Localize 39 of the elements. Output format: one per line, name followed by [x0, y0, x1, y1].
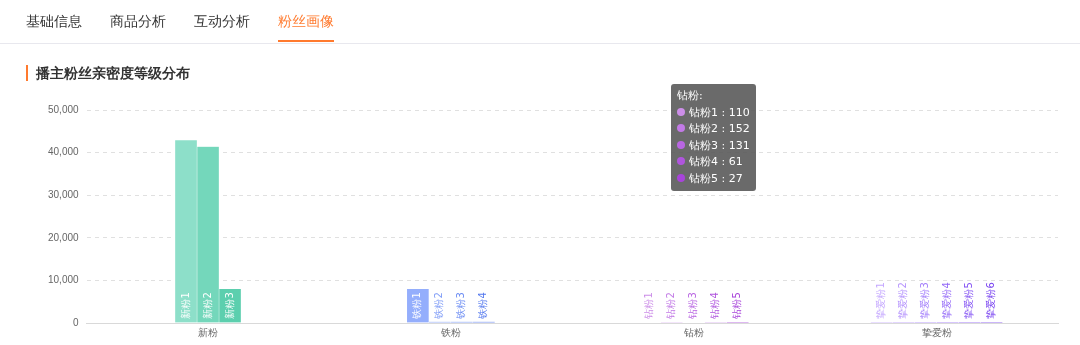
- x-tick-label: 钻粉: [682, 326, 704, 338]
- text: 挚爱粉4: [941, 282, 953, 319]
- annotation: 钻粉3 : 131: [688, 137, 750, 154]
- annotation: 钻粉4 : 61: [688, 154, 744, 170]
- series-label: 铁粉1: [411, 292, 423, 320]
- text: 挚爱粉6: [985, 282, 997, 319]
- text: 挚爱粉5: [963, 282, 975, 319]
- y-tick-label: 20,000: [47, 231, 80, 243]
- text: 铁粉3: [455, 292, 467, 320]
- x-tick-label: 新粉: [198, 326, 219, 338]
- x-tick-label: 铁粉: [439, 326, 461, 338]
- text: 钻粉2: [665, 292, 677, 320]
- text: 铁粉4: [477, 292, 489, 320]
- text: 钻粉1: [643, 292, 655, 320]
- x-tick-label: 挚爱粉: [921, 326, 952, 338]
- annotation: 钻粉2 : 152: [688, 121, 750, 137]
- text: 钻粉3: [687, 292, 699, 320]
- text: 钻粉4: [709, 292, 721, 320]
- annotation: 钻粉5 : 27: [688, 170, 744, 187]
- text: 挚爱粉1: [875, 282, 887, 319]
- text: 粉丝画像: [278, 13, 334, 42]
- series-label: 新粉3: [223, 292, 235, 319]
- text: 铁粉2: [433, 292, 445, 320]
- y-tick-label: 40,000: [47, 146, 80, 158]
- y-tick-label: 30,000: [47, 188, 80, 200]
- y-tick-label: 50,000: [47, 103, 80, 115]
- text: 挚爱粉3: [919, 282, 931, 319]
- y-tick-label: 10,000: [47, 274, 80, 286]
- text: 钻粉:: [677, 88, 704, 104]
- series-label: 新粉2: [201, 292, 213, 319]
- y-tick-label: 0: [73, 316, 80, 328]
- annotation: 钻粉1 : 110: [688, 104, 750, 121]
- chart-title: 播主粉丝亲密度等级分布: [26, 65, 190, 81]
- text: 商品分析: [110, 13, 166, 31]
- text: 挚爱粉2: [897, 282, 909, 319]
- text: 互动分析: [194, 13, 250, 31]
- series-label: 新粉1: [179, 292, 191, 319]
- text: 钻粉5: [731, 292, 743, 320]
- text: 基础信息: [26, 13, 82, 31]
